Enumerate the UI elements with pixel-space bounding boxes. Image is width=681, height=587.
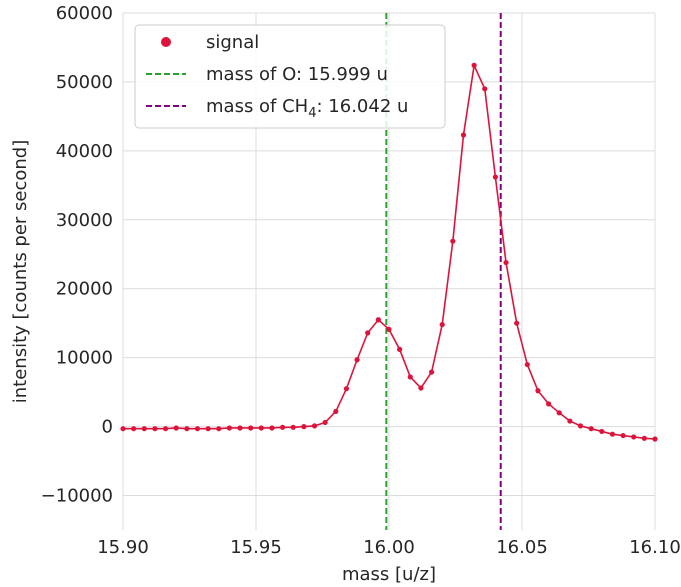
signal-point: [205, 426, 211, 432]
legend-signal-marker: [161, 37, 171, 47]
signal-point: [397, 346, 403, 352]
x-axis-label: mass [u/z]: [342, 564, 436, 585]
signal-point: [237, 425, 243, 431]
y-axis-ticks: −10000 0 10000 20000 30000 40000 50000 60000: [41, 3, 113, 507]
signal-point: [577, 423, 584, 429]
signal-point: [492, 174, 498, 180]
signal-point: [514, 320, 520, 326]
signal-point: [173, 425, 179, 431]
signal-point: [631, 434, 637, 440]
y-tick-label: 40000: [56, 141, 113, 162]
y-tick-label: 0: [102, 417, 113, 438]
signal-point: [386, 326, 392, 333]
signal-point: [652, 436, 658, 442]
y-tick-label: 50000: [56, 72, 113, 93]
signal-point: [120, 426, 126, 432]
y-tick-label: 20000: [56, 279, 113, 300]
x-tick-label: 15.95: [230, 537, 282, 558]
signal-point: [269, 425, 275, 431]
y-tick-label: 30000: [56, 210, 113, 231]
signal-point: [258, 425, 264, 431]
signal-point: [184, 426, 190, 432]
legend-methane-label-sub: 4: [308, 106, 316, 121]
y-tick-label: 60000: [56, 3, 113, 24]
x-tick-label: 16.00: [363, 537, 415, 558]
signal-point: [365, 330, 371, 336]
signal-point: [162, 426, 169, 432]
signal-point: [556, 410, 562, 416]
y-axis-label: intensity [counts per second]: [10, 140, 31, 404]
legend-methane-label-tail: : 16.042 u: [317, 96, 409, 117]
signal-point: [588, 426, 594, 432]
x-tick-label: 16.10: [629, 537, 681, 558]
x-tick-label: 15.90: [97, 537, 149, 558]
signal-point: [567, 418, 573, 424]
signal-point: [503, 259, 509, 266]
signal-point: [535, 388, 541, 394]
signal-point: [407, 374, 413, 380]
legend-methane-label-main: mass of CH: [206, 96, 308, 117]
signal-point: [141, 426, 147, 432]
signal-point: [418, 385, 424, 391]
signal-point: [439, 321, 445, 328]
signal-point: [301, 424, 307, 430]
signal-point: [460, 132, 467, 138]
legend-frame: [134, 24, 446, 129]
signal-point: [131, 426, 137, 432]
signal-point: [620, 432, 626, 439]
signal-point: [546, 401, 552, 407]
signal-point: [428, 369, 435, 375]
signal-series: [120, 62, 658, 442]
signal-point: [280, 424, 286, 430]
legend-methane-label: mass of CH4: 16.042 u: [206, 96, 408, 121]
signal-point: [194, 426, 201, 432]
x-tick-label: 16.05: [496, 537, 548, 558]
legend: signal mass of O: 15.999 u mass of CH4: …: [134, 24, 446, 129]
signal-point: [322, 419, 328, 426]
signal-point: [248, 425, 254, 431]
legend-oxygen-label: mass of O: 15.999 u: [206, 64, 388, 85]
signal-point: [450, 238, 456, 244]
signal-point: [226, 425, 232, 431]
signal-point: [311, 423, 318, 429]
signal-point: [333, 408, 339, 415]
signal-point: [609, 431, 616, 437]
signal-point: [152, 426, 158, 432]
x-axis-ticks: 15.90 15.95 16.00 16.05 16.10: [97, 537, 681, 558]
signal-point: [641, 435, 647, 441]
y-tick-label: 10000: [56, 348, 113, 369]
signal-point: [343, 386, 350, 392]
signal-point: [290, 424, 296, 430]
signal-point: [524, 361, 530, 368]
signal-point: [599, 428, 605, 435]
signal-point: [354, 357, 360, 363]
legend-signal-label: signal: [206, 32, 259, 53]
y-tick-label: −10000: [41, 486, 113, 507]
signal-point: [216, 426, 222, 432]
signal-point: [471, 62, 477, 68]
signal-point: [375, 317, 381, 323]
signal-point: [482, 86, 488, 92]
